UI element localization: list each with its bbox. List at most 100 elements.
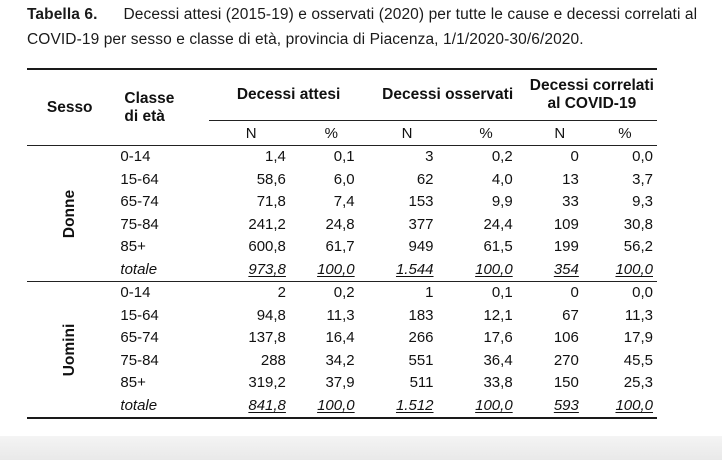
- value-cell: 61,5: [483, 238, 513, 255]
- value-cell: 100,0: [294, 395, 369, 418]
- value-cell: 58,6: [256, 170, 286, 188]
- value-cell: 1: [368, 281, 446, 305]
- value-cell: 153: [408, 193, 434, 210]
- value-cell: 100,0: [593, 259, 657, 282]
- header-decessi-covid: Decessi correlati al COVID-19: [526, 70, 657, 121]
- value-cell: 17,9: [623, 329, 653, 346]
- total-value: 100,0: [475, 260, 513, 278]
- total-value: 100,0: [317, 396, 355, 414]
- value-cell: 67: [562, 306, 579, 324]
- value-cell: 0: [526, 145, 593, 169]
- value-cell: 183: [408, 306, 434, 324]
- value-cell: 45,5: [623, 351, 653, 369]
- value-cell: 106: [553, 329, 579, 346]
- subheader-pct: %: [293, 120, 369, 146]
- sex-cell: Uomini: [27, 281, 113, 417]
- table-row: 85+ 600,8 61,7 949 61,5 199 56,2: [27, 236, 657, 259]
- value-cell: 288: [260, 351, 286, 369]
- value-cell: 11,3: [326, 306, 355, 324]
- value-cell: 0: [526, 281, 593, 305]
- age-class-cell: totale: [120, 396, 158, 414]
- header-classe: Classe di età: [112, 70, 209, 146]
- table-row: 15-64 94,8 11,3 183 12,1 67 11,3: [27, 305, 657, 328]
- value-cell: 12,1: [483, 306, 513, 324]
- value-cell: 199: [553, 238, 579, 255]
- sex-label: Donne: [60, 189, 78, 238]
- sex-cell: Donne: [27, 145, 113, 282]
- value-cell: 100,0: [446, 395, 527, 418]
- table-row: 75-84 288 34,2 551 36,4 270 45,5: [27, 350, 657, 373]
- total-value: 100,0: [317, 260, 355, 278]
- subheader-pct: %: [445, 120, 527, 146]
- total-value: 100,0: [615, 260, 653, 278]
- subheader-pct: %: [592, 120, 657, 146]
- value-cell: 33: [562, 193, 579, 210]
- value-cell: 150: [553, 374, 579, 391]
- value-cell: 13: [562, 170, 579, 188]
- total-value: 593: [553, 396, 579, 414]
- value-cell: 94,8: [256, 306, 286, 324]
- value-cell: 24,8: [325, 215, 355, 233]
- value-cell: 973,8: [209, 259, 294, 282]
- group-donne: Donne 0-14 1,4 0,1 3 0,2 0 0,0 15-64 58,6 6,0 62 4,0…: [27, 145, 657, 282]
- age-class-cell: 75-84: [120, 215, 159, 233]
- value-cell: 0,2: [293, 281, 369, 305]
- value-cell: 11,3: [624, 306, 653, 324]
- value-cell: 2: [208, 281, 294, 305]
- value-cell: 0,0: [592, 145, 657, 169]
- table-row: 15-64 58,6 6,0 62 4,0 13 3,7: [27, 169, 657, 192]
- page-bottom-edge: [0, 436, 722, 460]
- total-value: 100,0: [475, 396, 513, 414]
- value-cell: 71,8: [256, 193, 286, 210]
- value-cell: 33,8: [483, 374, 513, 391]
- value-cell: 34,2: [325, 351, 355, 369]
- subheader-n: N: [208, 120, 294, 146]
- value-cell: 4,0: [491, 170, 513, 188]
- value-cell: 25,3: [623, 374, 653, 391]
- value-cell: 1.512: [369, 395, 446, 418]
- value-cell: 36,4: [483, 351, 513, 369]
- age-class-cell: 85+: [120, 374, 146, 391]
- value-cell: 319,2: [248, 374, 286, 391]
- age-class-cell: 65-74: [120, 193, 159, 210]
- total-value: 1.544: [395, 260, 434, 278]
- value-cell: 3,7: [632, 170, 653, 188]
- value-cell: 266: [408, 329, 434, 346]
- value-cell: 600,8: [248, 238, 286, 255]
- value-cell: 109: [553, 215, 579, 233]
- caption-label: Tabella 6.: [27, 6, 98, 23]
- value-cell: 551: [408, 351, 434, 369]
- age-class-cell: 0-14: [112, 145, 209, 169]
- value-cell: 3: [368, 145, 446, 169]
- value-cell: 9,9: [491, 193, 513, 210]
- age-class-cell: 75-84: [120, 351, 159, 369]
- value-cell: 0,1: [293, 145, 369, 169]
- value-cell: 354: [527, 259, 593, 282]
- age-class-cell: totale: [120, 260, 158, 278]
- value-cell: 6,0: [333, 170, 355, 188]
- total-value: 973,8: [248, 260, 286, 278]
- value-cell: 0,0: [592, 281, 657, 305]
- value-cell: 17,6: [483, 329, 513, 346]
- age-class-cell: 85+: [120, 238, 146, 255]
- total-value: 1.512: [395, 396, 434, 414]
- value-cell: 377: [408, 215, 434, 233]
- value-cell: 9,3: [632, 193, 653, 210]
- caption-text: Decessi attesi (2015-19) e osservati (20…: [27, 6, 698, 48]
- value-cell: 241,2: [248, 215, 286, 233]
- value-cell: 100,0: [294, 259, 369, 282]
- total-value: 100,0: [615, 396, 653, 414]
- age-class-cell: 15-64: [120, 170, 159, 188]
- table-row: 75-84 241,2 24,8 377 24,4 109 30,8: [27, 214, 657, 237]
- value-cell: 0,2: [445, 145, 527, 169]
- age-class-cell: 0-14: [112, 281, 209, 305]
- age-class-cell: 65-74: [120, 329, 159, 346]
- total-value: 354: [553, 260, 579, 278]
- table-top-rule: [27, 68, 657, 70]
- table-row: Uomini 0-14 2 0,2 1 0,1 0 0,0: [27, 281, 657, 417]
- value-cell: 593: [527, 395, 593, 418]
- value-cell: 24,4: [483, 215, 513, 233]
- value-cell: 137,8: [248, 329, 286, 346]
- header-sesso: Sesso: [27, 70, 113, 146]
- value-cell: 1,4: [208, 145, 294, 169]
